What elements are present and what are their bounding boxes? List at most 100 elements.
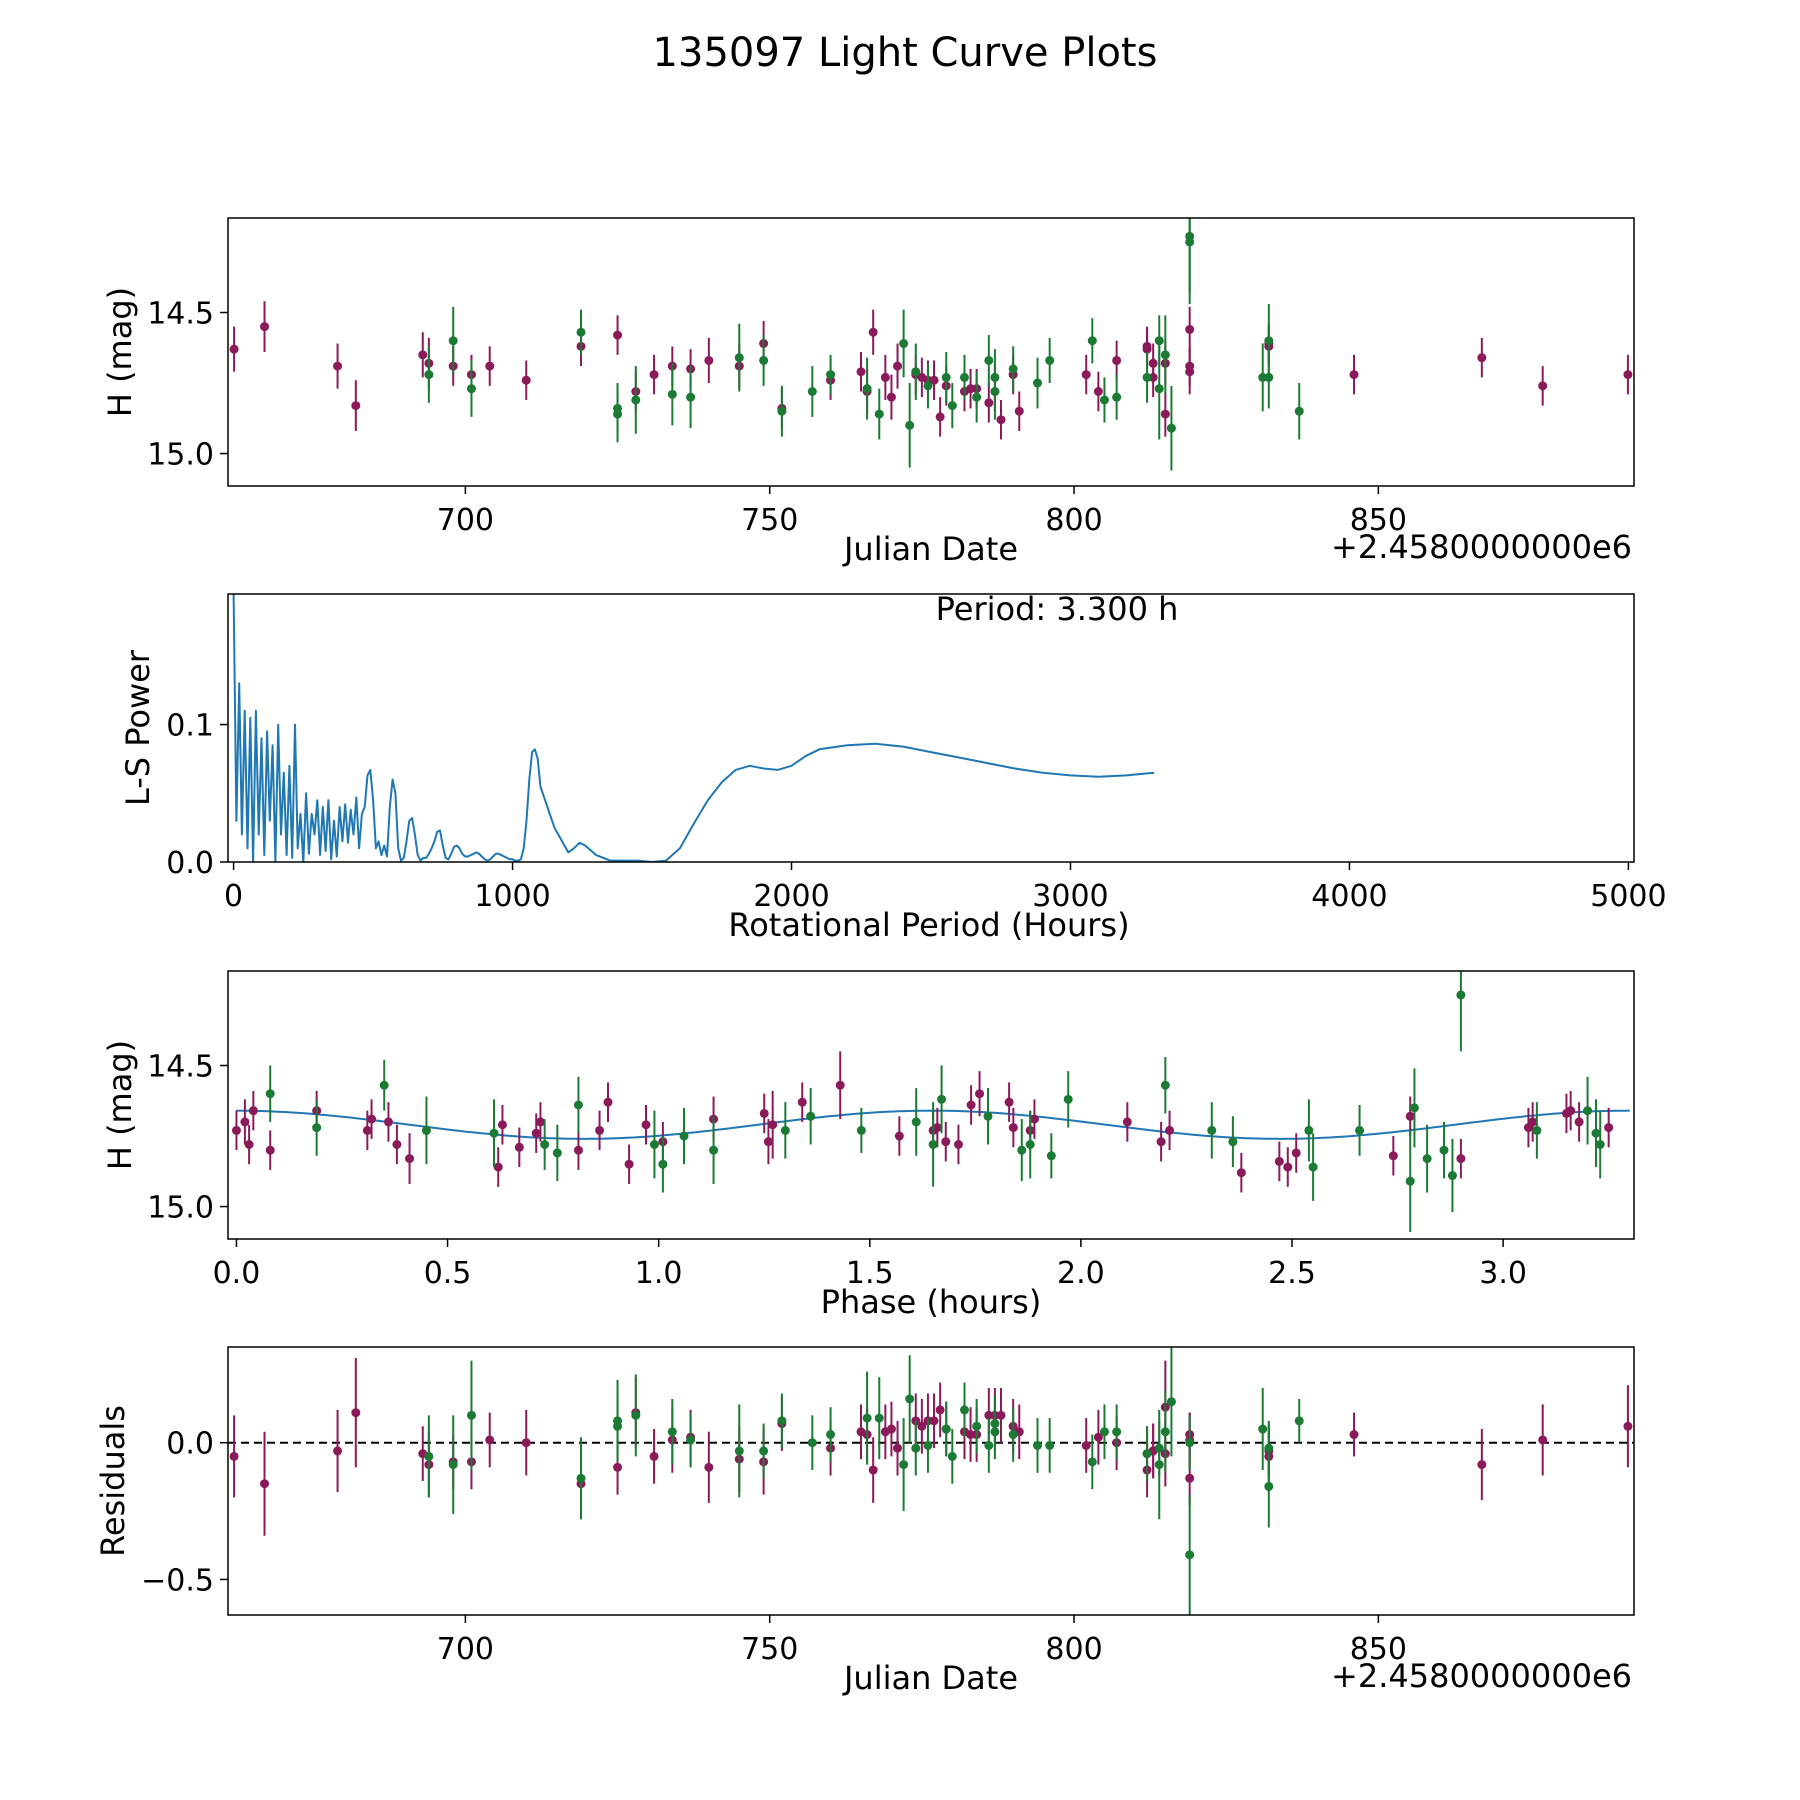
phased-panel: 0.0 0.5 1.0 1.5 2.0 2.5 3.0 15.0 14.5 H (mag) Ph… xyxy=(101,970,1635,1321)
phased-band-2-point xyxy=(489,1128,499,1138)
residuals-band-1-point xyxy=(613,1462,623,1472)
residuals-band-1-point xyxy=(1477,1460,1487,1470)
phased-band-1-point xyxy=(265,1145,275,1155)
residuals-band-2-point xyxy=(759,1446,769,1456)
phased-band-2-point xyxy=(1532,1125,1542,1135)
periodogram-xtick-label: 3000 xyxy=(1032,879,1108,914)
lightcurve-band-2-point xyxy=(448,336,458,346)
phased-band-2-point xyxy=(265,1089,275,1099)
residuals-band-1-point xyxy=(351,1408,361,1418)
residuals-xtick-label: 700 xyxy=(437,1632,494,1667)
lightcurve-band-2-point xyxy=(734,353,744,363)
phased-band-1-point xyxy=(231,1125,241,1135)
residuals-band-2-point xyxy=(984,1440,994,1450)
residuals-band-2-point xyxy=(631,1410,641,1420)
phased-band-1-point xyxy=(932,1123,942,1133)
residuals-band-1-point xyxy=(1185,1473,1195,1483)
lightcurve-band-1-point xyxy=(613,330,623,340)
phased-band-1-point xyxy=(1528,1117,1538,1127)
lightcurve-band-1-point xyxy=(1477,353,1487,363)
lightcurve-band-2-point xyxy=(759,355,769,365)
residuals-ylabel: Residuals xyxy=(94,1405,132,1557)
residuals-band-2-point xyxy=(990,1427,1000,1437)
residuals-band-1-point xyxy=(1623,1421,1633,1431)
phased-band-1-point xyxy=(1165,1125,1175,1135)
periodogram-data-layer xyxy=(232,594,1155,862)
lightcurve-band-1-point xyxy=(880,372,890,382)
lightcurve-band-1-point xyxy=(856,367,866,377)
residuals-band-2-point xyxy=(1142,1449,1152,1459)
lightcurve-band-2-point xyxy=(1112,392,1122,402)
lightcurve-band-2-point xyxy=(1166,423,1176,433)
lightcurve-ylabel: H (mag) xyxy=(101,287,139,417)
periodogram-ticks: 0 1000 2000 3000 4000 5000 0.0 0.1 xyxy=(166,709,1666,914)
phased-band-1-point xyxy=(797,1097,807,1107)
periodogram-xtick-label: 4000 xyxy=(1311,879,1387,914)
periodogram-annotation: Period: 3.300 h xyxy=(936,590,1179,628)
lightcurve-xlabel: Julian Date xyxy=(842,530,1018,568)
phased-band-2-point xyxy=(1017,1145,1027,1155)
phased-band-2-point xyxy=(1207,1125,1217,1135)
lightcurve-band-2-point xyxy=(1045,355,1055,365)
phased-band-1-point xyxy=(1291,1148,1301,1158)
lightcurve-band-2-point xyxy=(631,395,641,405)
residuals-ytick-label: 0.0 xyxy=(166,1427,214,1462)
figure-title: 135097 Light Curve Plots xyxy=(653,30,1158,76)
lightcurve-band-2-point xyxy=(686,392,696,402)
residuals-band-2-point xyxy=(686,1435,696,1445)
lightcurve-xtick-label: 850 xyxy=(1350,503,1407,538)
phased-band-2-point xyxy=(937,1094,947,1104)
lightcurve-band-2-point xyxy=(874,409,884,419)
phased-band-1-point xyxy=(392,1139,402,1149)
residuals-band-2-point xyxy=(947,1451,957,1461)
residuals-band-2-point xyxy=(1008,1430,1018,1440)
phased-xtick-label: 3.0 xyxy=(1479,1256,1527,1291)
lightcurve-band-1-point xyxy=(485,361,495,371)
phased-ticks: 0.0 0.5 1.0 1.5 2.0 2.5 3.0 15.0 14.5 xyxy=(147,1050,1527,1291)
phased-ylabel: H (mag) xyxy=(101,1040,139,1170)
periodogram-frame xyxy=(227,593,1635,863)
lightcurve-xtick-label: 700 xyxy=(437,503,494,538)
residuals-band-1-point xyxy=(1538,1435,1548,1445)
lightcurve-ytick-label: 14.5 xyxy=(147,297,214,332)
phased-band-1-point xyxy=(624,1159,634,1169)
phased-xtick-label: 1.0 xyxy=(635,1256,683,1291)
residuals-band-2-point xyxy=(448,1460,458,1470)
lightcurve-band-2-point xyxy=(911,367,921,377)
phased-band-2-point xyxy=(658,1159,668,1169)
phased-band-1-point xyxy=(1405,1111,1415,1121)
residuals-band-2-point xyxy=(1264,1481,1274,1491)
phased-band-2-point xyxy=(856,1125,866,1135)
phased-band-2-point xyxy=(1439,1145,1449,1155)
phased-band-2-point xyxy=(421,1125,431,1135)
phased-band-2-point xyxy=(1405,1176,1415,1186)
residuals-band-2-point xyxy=(576,1473,586,1483)
lightcurve-band-1-point xyxy=(1014,406,1024,416)
phased-band-1-point xyxy=(768,1120,778,1130)
lightcurve-band-1-point xyxy=(260,322,270,332)
lightcurve-plot-area xyxy=(229,218,1633,471)
residuals-band-2-point xyxy=(1087,1457,1097,1467)
residuals-band-2-point xyxy=(923,1440,933,1450)
lightcurve-band-2-point xyxy=(990,372,1000,382)
lightcurve-band-2-point xyxy=(1294,406,1304,416)
phased-ytick-label: 14.5 xyxy=(147,1050,214,1085)
phased-band-1-point xyxy=(595,1125,605,1135)
phased-band-2-point xyxy=(1591,1128,1601,1138)
residuals-band-2-point xyxy=(1045,1440,1055,1450)
phased-band-1-point xyxy=(894,1131,904,1141)
phased-band-1-point xyxy=(244,1139,254,1149)
residuals-xlabel: Julian Date xyxy=(842,1659,1018,1697)
lightcurve-band-1-point xyxy=(1185,324,1195,334)
lightcurve-xtick-label: 750 xyxy=(741,503,798,538)
periodogram-panel: 0 1000 2000 3000 4000 5000 0.0 0.1 L-S Power Ro… xyxy=(119,590,1667,944)
lightcurve-band-2-point xyxy=(941,372,951,382)
lightcurve-band-1-point xyxy=(886,392,896,402)
phased-band-1-point xyxy=(1029,1114,1039,1124)
residuals-band-1-point xyxy=(996,1410,1006,1420)
residuals-band-2-point xyxy=(667,1427,677,1437)
lightcurve-band-2-point xyxy=(923,381,933,391)
lightcurve-band-2-point xyxy=(826,370,836,380)
phased-band-2-point xyxy=(1456,990,1466,1000)
residuals-band-1-point xyxy=(649,1451,659,1461)
